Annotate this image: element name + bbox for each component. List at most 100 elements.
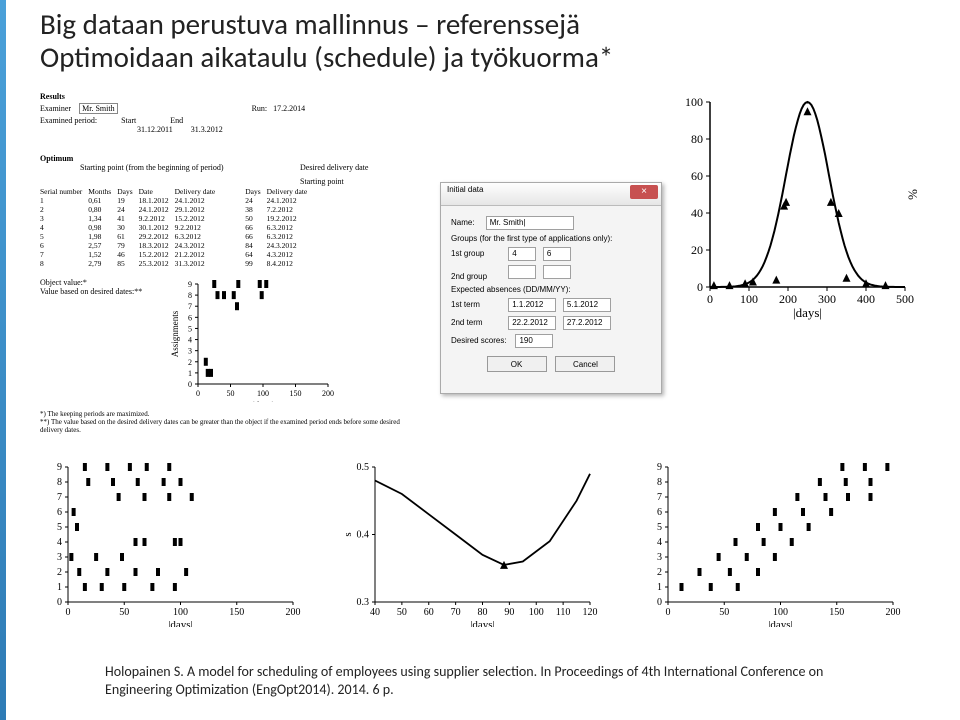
svg-text:4: 4 [657,537,662,548]
svg-text:50: 50 [119,607,129,618]
svg-text:7: 7 [57,492,62,503]
optimum-heading: Optimum [40,154,440,163]
bottom-right-plot: 0501001502000123456789|days| [640,452,910,627]
svg-text:6: 6 [188,313,192,322]
table-row: 71,524615.2.201221.2.2012644.3.2012 [40,250,313,259]
table-row: 10,611918.1.201224.1.20122424.1.2012 [40,196,313,205]
cancel-button[interactable]: Cancel [555,356,615,372]
svg-text:0.4: 0.4 [357,530,370,541]
svg-text:60: 60 [424,607,434,618]
optimum-caption-right-sub: Starting point [300,177,344,186]
svg-text:3: 3 [57,552,62,563]
run-value: 17.2.2014 [273,104,305,113]
svg-text:0: 0 [196,389,200,398]
svg-text:80: 80 [478,607,488,618]
table-row: 40,983030.1.20129.2.2012666.3.2012 [40,223,313,232]
figure-area: Results Examiner Mr. Smith Run: 17.2.201… [40,92,920,632]
dlg-g1b-field[interactable]: 6 [543,247,571,261]
svg-text:20: 20 [691,243,703,257]
title-line-2: Optimoidaan aikataulu (schedule) ja työk… [40,41,940,74]
dlg-name-field[interactable]: Mr. Smith| [486,216,574,230]
svg-text:150: 150 [829,607,844,618]
dlg-t1-label: 1st term [451,300,506,309]
svg-text:200: 200 [886,607,901,618]
svg-text:200: 200 [779,292,797,306]
table-row: 51,986129.2.20126.3.2012666.3.2012 [40,232,313,241]
optimum-caption-left: Starting point (from the beginning of pe… [80,163,224,172]
svg-text:100: 100 [529,607,544,618]
dlg-t2b-field[interactable]: 27.2.2012 [563,316,611,330]
svg-text:100: 100 [740,292,758,306]
dlg-g1a-field[interactable]: 4 [508,247,536,261]
bell-curve-plot: 0100200300400500020406080100|days|% [680,92,920,322]
svg-text:0.3: 0.3 [357,597,370,608]
svg-text:80: 80 [691,132,703,146]
table-row: 31,34419.2.201215.2.20125019.2.2012 [40,214,313,223]
dlg-g2b-field[interactable] [543,265,571,279]
obj-label-1: Object value:* [40,278,87,287]
optimum-table: Serial number Months Days Date Delivery … [40,187,313,268]
svg-text:8: 8 [188,291,192,300]
svg-text:150: 150 [229,607,244,618]
svg-text:100: 100 [257,389,269,398]
title-block: Big dataan perustuva mallinnus – referen… [40,8,940,75]
svg-text:2: 2 [57,567,62,578]
svg-text:40: 40 [370,607,380,618]
svg-text:|days|: |days| [793,305,822,320]
svg-text:9: 9 [188,280,192,289]
svg-text:8: 8 [657,477,662,488]
results-block: Results Examiner Mr. Smith Run: 17.2.201… [40,92,420,134]
obj-label-2: Value based on desired dates:** [40,287,142,296]
table-row: 62,577918.3.201224.3.20128424.3.2012 [40,241,313,250]
svg-text:0: 0 [666,607,671,618]
svg-text:0: 0 [188,380,192,389]
svg-text:Assignments: Assignments [170,310,180,357]
svg-text:8: 8 [57,477,62,488]
svg-text:0: 0 [707,292,713,306]
svg-text:50: 50 [397,607,407,618]
svg-text:6: 6 [657,507,662,518]
svg-text:500: 500 [896,292,914,306]
svg-text:3: 3 [657,552,662,563]
dlg-g1-label: 1st group [451,249,506,258]
bottom-left-plot: 0501001502000123456789|days| [40,452,310,627]
svg-text:100: 100 [773,607,788,618]
dlg-score-label: Desired scores: [451,336,507,345]
svg-text:6: 6 [57,507,62,518]
svg-text:50: 50 [719,607,729,618]
dlg-g2a-field[interactable] [508,265,536,279]
ok-button[interactable]: OK [487,356,547,372]
end-hdr: End [170,116,183,125]
dlg-t2a-field[interactable]: 22.2.2012 [508,316,556,330]
run-label: Run: [252,104,268,113]
svg-text:400: 400 [857,292,875,306]
svg-text:5: 5 [57,522,62,533]
svg-text:%: % [905,189,920,200]
dialog-titlebar: Initial data × [441,183,661,206]
dlg-t1b-field[interactable]: 5.1.2012 [563,298,611,312]
svg-text:200: 200 [322,389,334,398]
dlg-groups-label: Groups (for the first type of applicatio… [451,234,651,243]
title-line-1: Big dataan perustuva mallinnus – referen… [40,8,940,41]
svg-text:100: 100 [685,95,703,109]
citation: Holopainen S. A model for scheduling of … [105,663,890,698]
dlg-t1a-field[interactable]: 1.1.2012 [508,298,556,312]
dlg-abs-label: Expected absences (DD/MM/YY): [451,285,651,294]
svg-text:9: 9 [657,462,662,473]
svg-text:7: 7 [188,302,192,311]
examiner-label: Examiner [40,104,71,113]
initial-data-dialog: Initial data × Name: Mr. Smith| Groups (… [440,182,662,394]
svg-text:|days|: |days| [470,619,495,627]
results-heading: Results [40,92,420,101]
close-icon[interactable]: × [630,185,658,199]
table-row: 82,798525.3.201231.3.2012998.4.2012 [40,259,313,268]
small-assignments-plot: 0501001502000123456789|days|Assignments [170,272,340,402]
svg-text:|days|: |days| [253,400,273,402]
svg-text:300: 300 [818,292,836,306]
footnote-1: *) The keeping periods are maximized. [40,410,420,418]
svg-text:150: 150 [290,389,302,398]
dlg-score-field[interactable]: 190 [515,334,553,348]
svg-text:0: 0 [657,597,662,608]
period-label: Examined period: [40,116,97,125]
svg-text:0.5: 0.5 [357,462,370,473]
